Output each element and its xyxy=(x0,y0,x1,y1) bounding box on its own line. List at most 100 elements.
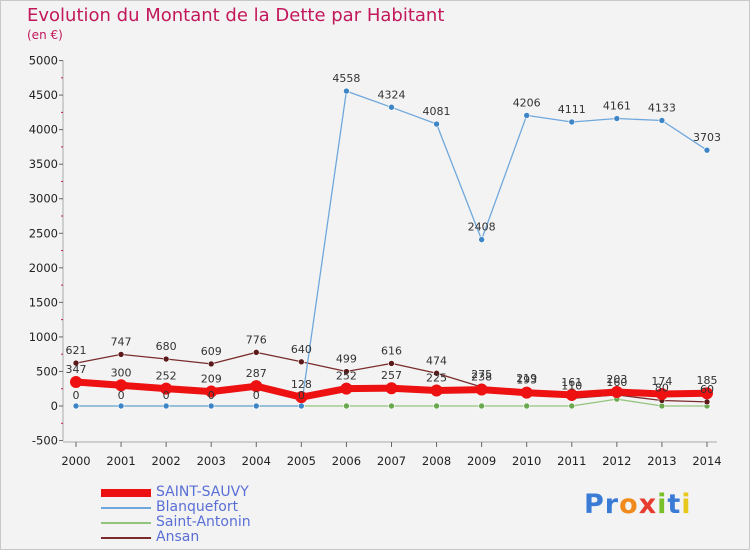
data-point xyxy=(295,391,308,404)
y-tick-label: 4500 xyxy=(29,88,58,102)
y-tick-label: 500 xyxy=(36,364,58,378)
data-label: 499 xyxy=(336,353,357,366)
data-point xyxy=(568,402,576,410)
x-tick-label: 2006 xyxy=(332,454,361,468)
data-point xyxy=(703,398,711,406)
legend-swatch xyxy=(101,537,151,539)
chart-subtitle: (en €) xyxy=(27,28,63,42)
logo-letter: i xyxy=(657,489,668,520)
data-label: 0 xyxy=(73,389,80,402)
data-label: 203 xyxy=(606,373,627,386)
data-point xyxy=(207,402,215,410)
data-point xyxy=(430,384,443,397)
series-blanquefort xyxy=(72,87,711,410)
data-label: 193 xyxy=(516,374,537,387)
data-point xyxy=(388,360,395,367)
x-tick-label: 2011 xyxy=(557,454,586,468)
data-point xyxy=(658,402,666,410)
x-tick-label: 2007 xyxy=(377,454,406,468)
data-label: 621 xyxy=(66,344,87,357)
data-point xyxy=(433,120,440,128)
data-label: 474 xyxy=(426,354,447,367)
legend-swatch xyxy=(101,522,151,524)
x-tick-label: 2013 xyxy=(647,454,676,468)
series-line xyxy=(75,90,708,407)
legend-label: Ansan xyxy=(156,529,200,545)
data-label: 161 xyxy=(561,376,582,389)
data-label: 128 xyxy=(291,378,312,391)
data-label: 219 xyxy=(516,372,537,385)
y-tick-label: 3000 xyxy=(29,192,58,206)
x-tick-label: 2004 xyxy=(242,454,271,468)
y-tick-label: 1000 xyxy=(29,330,58,344)
x-tick-label: 2014 xyxy=(692,454,721,468)
data-label: 4133 xyxy=(648,101,676,114)
x-tick-label: 2000 xyxy=(61,454,90,468)
data-label: 4081 xyxy=(423,105,451,118)
data-point xyxy=(343,87,350,95)
data-label: 252 xyxy=(336,370,357,383)
data-label: 4111 xyxy=(558,103,586,116)
y-tick-label: 4000 xyxy=(29,123,58,137)
data-point xyxy=(523,112,531,119)
legend-label: SAINT-SAUVY xyxy=(156,484,249,500)
data-label: 110 xyxy=(561,379,582,392)
data-label: 0 xyxy=(298,389,305,402)
data-label: 287 xyxy=(246,367,267,380)
data-label: 300 xyxy=(111,366,132,379)
data-point xyxy=(298,358,305,366)
data-point xyxy=(433,402,440,410)
data-label: 680 xyxy=(156,340,177,353)
data-label: 225 xyxy=(426,371,447,384)
data-point xyxy=(613,115,621,122)
data-label: 3703 xyxy=(693,131,721,144)
y-tick-label: 1500 xyxy=(29,295,58,309)
y-tick-label: 0 xyxy=(51,399,58,413)
data-point xyxy=(568,118,576,126)
data-point xyxy=(523,402,531,410)
data-point xyxy=(385,382,398,395)
y-tick-label: 5000 xyxy=(29,54,58,68)
data-point xyxy=(160,382,173,395)
data-point xyxy=(72,359,80,367)
x-tick-label: 2002 xyxy=(151,454,180,468)
data-label: 609 xyxy=(201,345,222,358)
data-label: 0 xyxy=(163,389,170,402)
data-label: 185 xyxy=(696,374,717,387)
y-tick-label: 3500 xyxy=(29,157,58,171)
data-point xyxy=(475,383,488,396)
data-point xyxy=(72,402,80,410)
data-label: 80 xyxy=(655,381,669,394)
logo-letter: r xyxy=(604,489,620,520)
data-point xyxy=(252,349,260,356)
data-label: 616 xyxy=(381,344,402,357)
data-label: 640 xyxy=(291,343,312,356)
data-point xyxy=(340,382,353,395)
x-tick-label: 2003 xyxy=(197,454,226,468)
data-point xyxy=(70,376,82,389)
legend-label: Saint-Antonin xyxy=(156,514,251,530)
data-label: 4324 xyxy=(377,88,405,101)
data-label: 252 xyxy=(156,370,177,383)
data-point xyxy=(343,402,350,410)
legend-swatch xyxy=(101,507,151,509)
data-point xyxy=(565,388,578,401)
data-label: 238 xyxy=(471,371,492,384)
data-label: 4206 xyxy=(513,96,541,109)
data-point xyxy=(700,387,713,400)
data-point xyxy=(433,369,440,377)
legend-swatch xyxy=(101,489,151,497)
data-label: 275 xyxy=(471,368,492,381)
data-point xyxy=(388,103,395,111)
data-point xyxy=(610,385,623,398)
series-saint-sauvy xyxy=(70,376,713,404)
data-label: 4161 xyxy=(603,100,631,113)
data-point xyxy=(252,402,260,410)
data-label: 0 xyxy=(253,389,260,402)
x-tick-label: 2005 xyxy=(287,454,316,468)
data-label: 0 xyxy=(118,389,125,402)
data-point xyxy=(655,387,668,400)
data-point xyxy=(343,368,350,375)
